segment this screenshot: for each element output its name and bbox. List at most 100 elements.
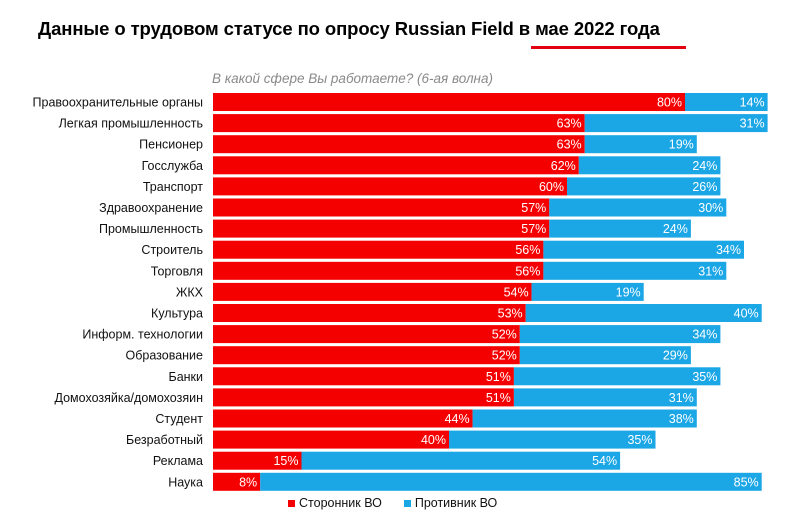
bar-supporter [213,177,567,196]
category-label: Госслужба [142,159,203,173]
legend-label-supporter: Сторонник ВО [299,496,382,510]
bar-opponent [519,325,721,344]
chart-subtitle: В какой сфере Вы работаете? (6-ая волна) [212,71,493,86]
category-label: Пенсионер [139,138,203,152]
value-label-supporter: 56% [515,264,540,278]
bar-opponent [472,409,697,428]
value-label-opponent: 29% [663,349,688,363]
value-label-opponent: 30% [698,201,723,215]
value-label-opponent: 19% [616,285,641,299]
value-label-opponent: 24% [692,159,717,173]
category-label: Здравоохранение [99,201,203,215]
bar-opponent [584,135,697,154]
bar-supporter [213,367,514,386]
value-label-opponent: 54% [592,454,617,468]
value-label-supporter: 44% [445,412,470,426]
category-label: Промышленность [99,222,203,236]
value-label-supporter: 63% [557,138,582,152]
bar-opponent [549,198,727,217]
bar-opponent [567,177,721,196]
value-label-supporter: 15% [273,454,298,468]
value-label-supporter: 63% [557,117,582,131]
legend-item-supporter: Сторонник ВО [288,496,382,510]
category-label: Безработный [126,433,203,447]
bar-opponent [685,93,768,111]
category-label: Реклама [153,454,203,468]
bar-supporter [213,451,302,470]
bar-supporter [213,346,520,365]
category-label: Студент [155,412,203,426]
chart-title-highlight: в мае 2022 года [518,18,660,39]
value-label-supporter: 57% [521,201,546,215]
bar-supporter [213,114,585,133]
legend: Сторонник ВО Противник ВО [288,496,497,510]
value-label-supporter: 51% [486,370,511,384]
category-label: Банки [168,370,203,384]
category-label: Наука [168,475,203,489]
bar-opponent [513,367,721,386]
value-label-opponent: 85% [734,475,759,489]
bar-opponent [584,114,768,133]
bar-opponent [543,240,744,259]
category-label: Информ. технологии [82,328,203,342]
category-label: Транспорт [143,180,203,194]
bar-opponent [260,472,762,491]
legend-swatch-supporter [288,499,295,507]
bar-opponent [525,304,762,322]
bar-supporter [213,240,544,259]
bar-supporter [213,135,585,154]
category-label: Культура [151,307,203,321]
value-label-supporter: 53% [498,307,523,321]
bar-supporter [213,219,550,238]
value-label-supporter: 52% [492,328,517,342]
value-label-opponent: 40% [734,307,759,321]
value-label-supporter: 40% [421,433,446,447]
value-label-opponent: 35% [627,433,652,447]
bar-opponent [543,261,727,280]
value-label-supporter: 57% [521,222,546,236]
chart-title-main: Данные о трудовом статусе по опросу Russ… [38,18,519,39]
value-label-supporter: 8% [239,475,257,489]
value-label-opponent: 14% [740,96,765,110]
category-label: Строитель [141,243,203,257]
category-label: Легкая промышленность [59,117,203,131]
bar-opponent [549,219,691,238]
bar-supporter [213,282,532,301]
value-label-opponent: 31% [669,391,694,405]
bar-supporter [213,472,261,491]
value-label-opponent: 26% [692,180,717,194]
title-underline [531,46,686,49]
bar-opponent [519,346,691,365]
bar-supporter [213,430,449,449]
category-label: Торговля [151,264,203,278]
value-label-supporter: 80% [657,96,682,110]
value-label-supporter: 52% [492,349,517,363]
bar-supporter [213,325,520,344]
value-label-opponent: 34% [692,328,717,342]
bar-supporter [213,198,550,217]
bar-supporter [213,304,526,322]
bar-supporter [213,93,685,111]
category-label: ЖКХ [176,285,204,299]
bar-opponent [301,451,621,470]
category-label: Правоохранительные органы [33,96,203,110]
category-label: Домохозяйка/домохозяин [55,391,204,405]
bar-opponent [513,388,697,407]
value-label-opponent: 34% [716,243,741,257]
value-label-supporter: 54% [504,285,529,299]
bar-opponent [531,282,644,301]
bar-opponent [578,156,721,175]
legend-item-opponent: Противник ВО [403,496,498,510]
category-label: Образование [126,349,204,363]
value-label-opponent: 31% [740,117,765,131]
chart-title: Данные о трудовом статусе по опросу Russ… [38,18,660,40]
value-label-opponent: 38% [669,412,694,426]
bar-opponent [449,430,656,449]
legend-swatch-opponent [403,499,411,507]
value-label-opponent: 31% [698,264,723,278]
value-label-opponent: 19% [669,138,694,152]
value-label-supporter: 62% [551,159,576,173]
value-label-opponent: 24% [663,222,688,236]
legend-label-opponent: Противник ВО [414,496,498,510]
bar-supporter [213,409,473,428]
